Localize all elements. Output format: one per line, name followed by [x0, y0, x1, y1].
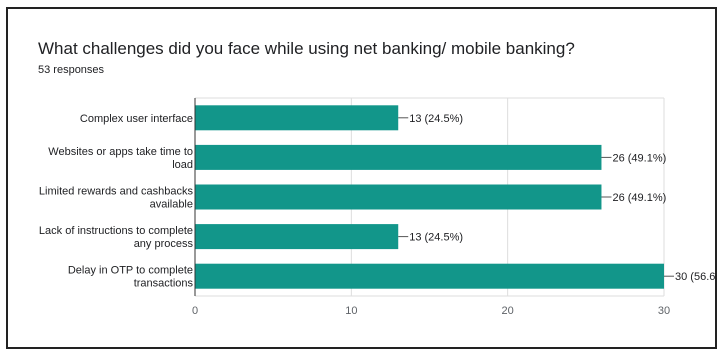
value-label: 13 (24.5%)	[409, 113, 463, 125]
value-label: 26 (49.1%)	[612, 192, 666, 204]
category-label: available	[150, 199, 193, 211]
category-label: Websites or apps take time to	[48, 146, 193, 158]
category-label: any process	[134, 238, 194, 250]
category-label: Lack of instructions to complete	[39, 225, 193, 237]
chart-title: What challenges did you face while using…	[38, 39, 575, 58]
bar	[195, 105, 399, 131]
x-tick-label: 30	[658, 305, 670, 317]
category-label: transactions	[134, 278, 194, 290]
value-label: 13 (24.5%)	[409, 232, 463, 244]
bar	[195, 263, 664, 289]
bar	[195, 224, 399, 250]
response-count: 53 responses	[38, 64, 105, 76]
chart-frame: What challenges did you face while using…	[6, 7, 717, 349]
bar	[195, 144, 602, 170]
category-label: Complex user interface	[80, 113, 193, 125]
x-tick-label: 20	[502, 305, 514, 317]
bar-chart: 0 10 20 30 13 (24.5%) Complex user interface 2…	[39, 97, 717, 317]
category-label: Limited rewards and cashbacks	[39, 186, 194, 198]
category-label: load	[172, 159, 193, 171]
value-label: 30 (56.6%	[675, 271, 717, 283]
x-tick-label: 0	[192, 305, 198, 317]
x-tick-label: 10	[345, 305, 357, 317]
bar	[195, 184, 602, 210]
value-label: 26 (49.1%)	[612, 152, 666, 164]
category-label: Delay in OTP to complete	[68, 265, 193, 277]
